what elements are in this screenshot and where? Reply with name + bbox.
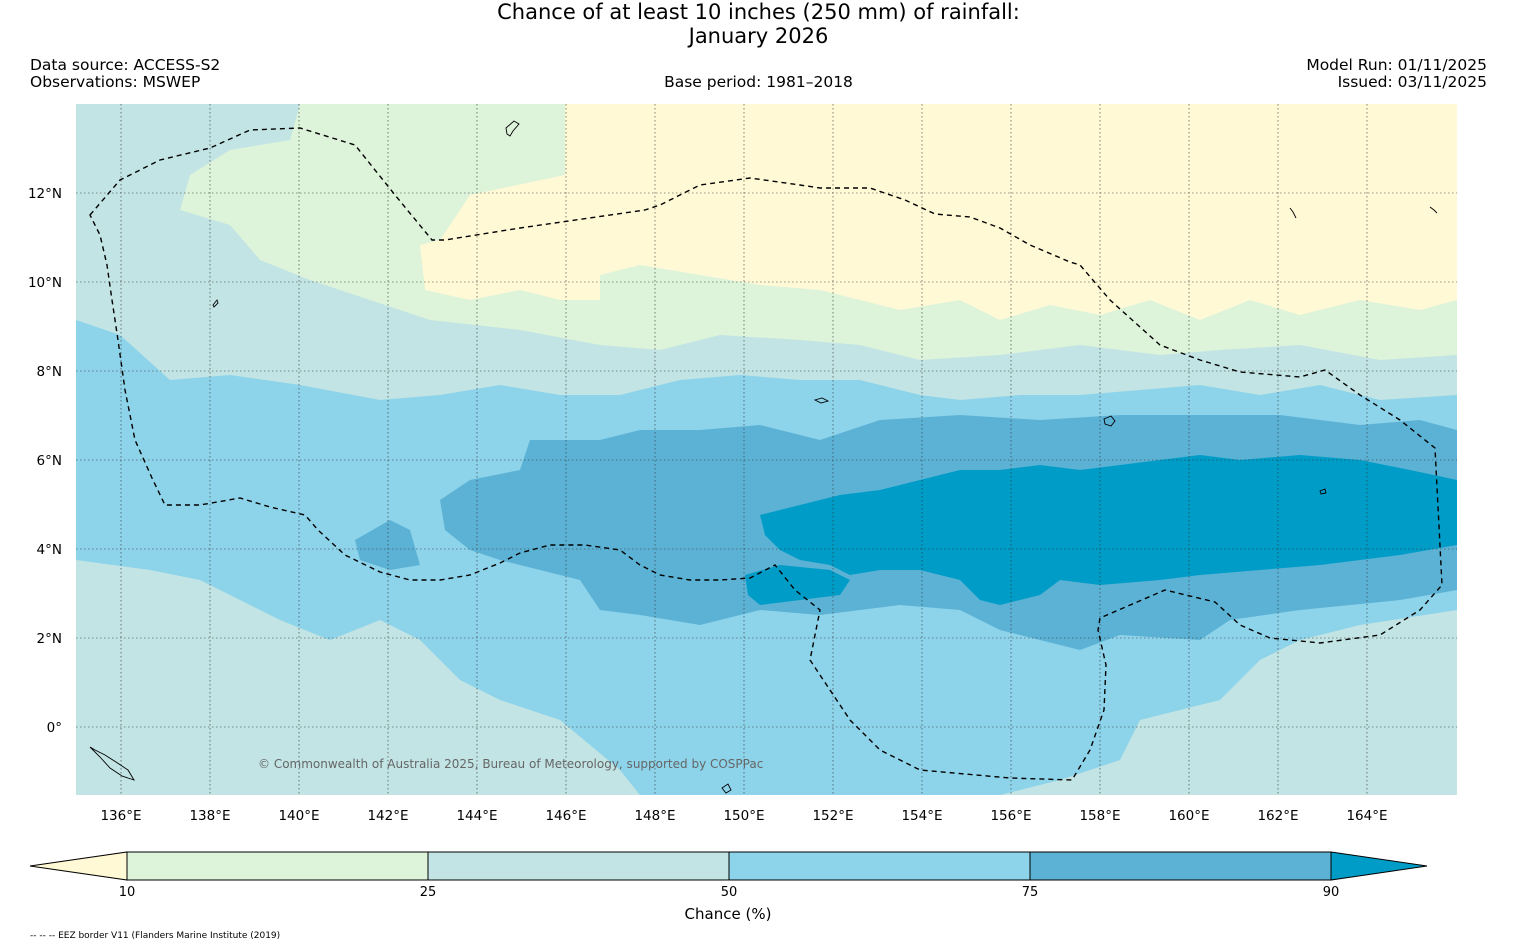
colorbar-segment-50-75 <box>728 851 1031 881</box>
colorbar-segment-10-25 <box>126 851 429 881</box>
colorbar-segment-75-90 <box>1029 851 1332 881</box>
issued: Issued: 03/11/2025 <box>1337 73 1487 91</box>
lat-label: 4°N <box>37 542 62 558</box>
island-west <box>212 299 219 308</box>
island-kosrae <box>1319 488 1327 495</box>
colorbar <box>29 851 1428 881</box>
lat-label: 10°N <box>28 275 62 291</box>
lat-label: 12°N <box>28 186 62 202</box>
lon-label: 154°E <box>901 808 942 824</box>
island-pohnpei <box>1103 415 1116 427</box>
lon-label: 156°E <box>990 808 1031 824</box>
map-title: Chance of at least 10 inches (250 mm) of… <box>0 0 1517 48</box>
island-marshall <box>1289 206 1438 219</box>
lat-label: 2°N <box>37 631 62 647</box>
colorbar-tick: 90 <box>1323 885 1340 900</box>
colorbar-segment-lt10 <box>29 851 128 881</box>
title-line-2: January 2026 <box>688 24 829 48</box>
data-source-block: Data source: ACCESS-S2 Observations: MSW… <box>30 57 220 91</box>
colorbar-tick: 50 <box>721 885 738 900</box>
lon-label: 148°E <box>634 808 675 824</box>
colorbar-tick: 10 <box>119 885 136 900</box>
lon-label: 140°E <box>278 808 319 824</box>
colorbar-segment-25-50 <box>427 851 730 881</box>
lon-label: 142°E <box>367 808 408 824</box>
island-chuuk <box>813 397 830 404</box>
probability-fields <box>76 104 1457 795</box>
lon-labels: 136°E 138°E 140°E 142°E 144°E 146°E 148°… <box>100 808 1387 824</box>
lon-label: 136°E <box>100 808 141 824</box>
observations: Observations: MSWEP <box>30 73 201 91</box>
lon-label: 144°E <box>456 808 497 824</box>
lon-label: 150°E <box>723 808 764 824</box>
colorbar-ticks: 10 25 50 75 90 <box>119 885 1340 900</box>
field-75-90-west <box>355 520 420 570</box>
copyright-text: © Commonwealth of Australia 2025, Bureau… <box>258 757 763 771</box>
lat-label: 6°N <box>37 453 62 469</box>
lon-label: 162°E <box>1257 808 1298 824</box>
lat-label: 0° <box>47 720 62 736</box>
colorbar-tick: 25 <box>420 885 437 900</box>
lon-label: 160°E <box>1168 808 1209 824</box>
lat-label: 8°N <box>37 364 62 380</box>
colorbar-label: Chance (%) <box>685 905 772 923</box>
eez-border <box>89 127 1443 781</box>
lon-label: 146°E <box>545 808 586 824</box>
base-period: Base period: 1981–2018 <box>664 73 853 91</box>
title-line-1: Chance of at least 10 inches (250 mm) of… <box>497 0 1020 24</box>
colorbar-segment-gt90 <box>1330 851 1428 881</box>
field-gt90-south <box>745 565 850 605</box>
island-guam <box>505 120 520 137</box>
colorbar-tick: 75 <box>1022 885 1039 900</box>
islands <box>89 120 1438 794</box>
island-png-north <box>89 746 136 781</box>
island-png-small <box>721 783 732 794</box>
data-source: Data source: ACCESS-S2 <box>30 56 221 74</box>
eez-footnote: -- -- -- EEZ border V11 (Flanders Marine… <box>30 931 280 941</box>
lon-label: 152°E <box>812 808 853 824</box>
lon-label: 158°E <box>1079 808 1120 824</box>
model-run-block: Model Run: 01/11/2025 Issued: 03/11/2025 <box>1306 57 1487 91</box>
lat-labels: 12°N 10°N 8°N 6°N 4°N 2°N 0° <box>28 186 62 736</box>
lon-label: 138°E <box>189 808 230 824</box>
model-run: Model Run: 01/11/2025 <box>1306 56 1487 74</box>
lon-label: 164°E <box>1346 808 1387 824</box>
field-gt90 <box>760 455 1457 605</box>
